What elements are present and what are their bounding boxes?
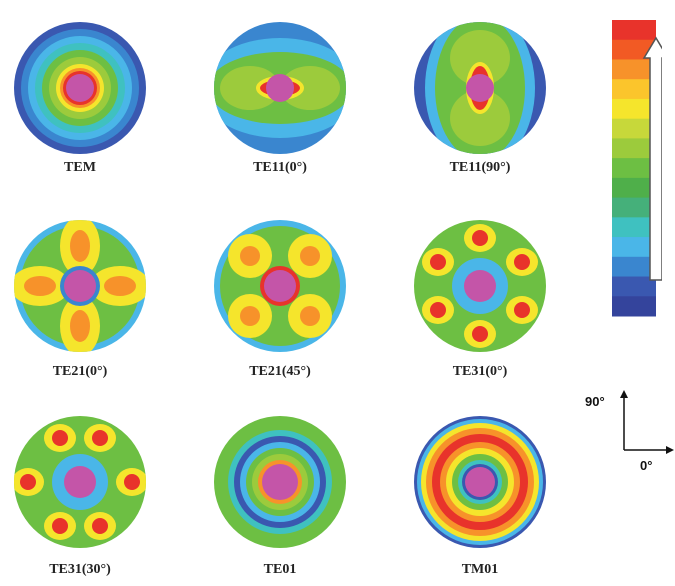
mode-te21-0 xyxy=(0,216,160,356)
mode-tem xyxy=(0,18,160,158)
label-tm01: TM01 xyxy=(461,562,499,577)
te21-0-field-plot xyxy=(14,220,146,352)
label-tem: TEM xyxy=(64,160,96,175)
color-scale-band xyxy=(612,59,656,80)
axis-label-90deg: 90° xyxy=(585,394,605,409)
orientation-axes xyxy=(620,390,674,454)
color-scale-band xyxy=(612,158,656,179)
color-scale-band xyxy=(612,237,656,258)
label-te21-45: TE21(45°) xyxy=(249,364,311,379)
label-te01: TE01 xyxy=(263,562,297,577)
color-scale-band xyxy=(612,276,656,297)
color-scale-band xyxy=(612,177,656,199)
label-te31-0: TE31(0°) xyxy=(452,364,508,379)
te11-90-field-plot xyxy=(414,22,546,154)
label-te11-90: TE11(90°) xyxy=(449,160,511,175)
color-scale-band xyxy=(612,79,656,100)
te01-field-plot xyxy=(214,416,346,548)
color-scale-band xyxy=(612,138,656,159)
mode-tm01 xyxy=(400,412,560,552)
te21-45-field-plot xyxy=(214,220,346,352)
mode-te01 xyxy=(200,412,360,552)
color-scale-band xyxy=(612,98,656,120)
mode-te11-0 xyxy=(200,18,360,158)
mode-te11-90 xyxy=(400,18,560,158)
mode-te21-45 xyxy=(200,216,360,356)
increasing-arrow-icon xyxy=(642,36,662,281)
te31-0-field-plot xyxy=(414,220,546,352)
mode-te31-0 xyxy=(400,216,560,356)
label-te21-0: TE21(0°) xyxy=(52,364,108,379)
color-scale-band xyxy=(612,296,656,317)
color-scale-band xyxy=(612,118,656,139)
color-scale-band xyxy=(612,217,656,238)
te11-0-field-plot xyxy=(214,22,346,154)
color-scale-band xyxy=(612,197,656,218)
tm01-field-plot xyxy=(414,416,546,548)
tem-field-plot xyxy=(14,22,146,154)
te31-30-field-plot xyxy=(14,416,146,548)
axis-label-0deg: 0° xyxy=(640,458,653,473)
label-te11-0: TE11(0°) xyxy=(253,160,307,175)
label-te31-30: TE31(30°) xyxy=(49,562,111,577)
color-scale-bands xyxy=(612,20,656,317)
color-scale-band xyxy=(612,256,656,278)
color-scale-bar xyxy=(612,20,662,317)
color-scale-band xyxy=(612,20,656,41)
mode-te31-30 xyxy=(0,412,160,552)
